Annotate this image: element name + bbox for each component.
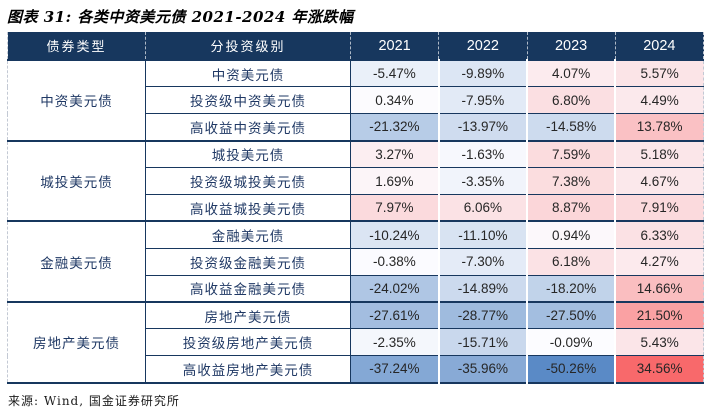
return-value-cell: 14.66%: [615, 274, 704, 303]
return-value-cell: -24.02%: [350, 274, 440, 303]
return-value-cell: -27.61%: [350, 301, 440, 329]
bond-type-cell: 房地产美元债: [7, 301, 146, 383]
return-value-cell: -0.09%: [527, 328, 617, 356]
bond-subtype-cell: 高收益房地产美元债: [145, 355, 351, 383]
return-value-cell: -7.30%: [438, 247, 529, 276]
return-value-cell: 6.80%: [527, 86, 617, 114]
bond-type-cell: 中资美元债: [7, 59, 146, 141]
return-value-cell: -3.35%: [438, 167, 529, 195]
return-value-cell: 7.59%: [527, 139, 617, 168]
table-row: 高收益房地产美元债 -37.24% -35.96% -50.26% 34.56%: [8, 355, 704, 383]
return-value-cell: -35.96%: [438, 355, 529, 383]
return-value-cell: -14.58%: [527, 113, 617, 141]
table-row: 金融美元债 金融美元债 -10.24% -11.10% 0.94% 6.33%: [7, 220, 704, 303]
return-value-cell: -50.26%: [527, 355, 617, 383]
table-row: 高收益城投美元债 7.97% 6.06% 8.87% 7.91%: [8, 193, 704, 222]
bond-subtype-cell: 高收益金融美元债: [145, 274, 351, 303]
column-header-2021: 2021: [350, 32, 440, 60]
returns-table: 债券类型 分投资级别 2021 2022 2023 2024 中资美元债 中资美元债 -5.4…: [7, 32, 704, 384]
return-value-cell: 1.69%: [350, 167, 440, 195]
return-value-cell: -9.89%: [438, 59, 529, 87]
return-value-cell: 6.18%: [527, 247, 617, 276]
bond-subtype-cell: 投资级金融美元债: [145, 247, 351, 276]
bond-subtype-cell: 投资级房地产美元债: [145, 328, 351, 356]
return-value-cell: -7.95%: [438, 86, 529, 114]
table-row: 投资级金融美元债 -0.38% -7.30% 6.18% 4.27%: [8, 247, 704, 276]
return-value-cell: 4.49%: [615, 86, 704, 114]
return-value-cell: 21.50%: [615, 301, 704, 329]
return-value-cell: -18.20%: [527, 274, 617, 303]
bond-subtype-cell: 中资美元债: [145, 59, 351, 87]
bond-subtype-cell: 金融美元债: [145, 220, 351, 249]
table-row: 高收益金融美元债 -24.02% -14.89% -18.20% 14.66%: [8, 274, 704, 303]
bond-subtype-cell: 高收益中资美元债: [145, 113, 351, 141]
table-header: 债券类型 分投资级别 2021 2022 2023 2024: [7, 32, 704, 60]
return-value-cell: -13.97%: [438, 113, 529, 141]
return-value-cell: 34.56%: [615, 355, 704, 383]
table-row: 投资级城投美元债 1.69% -3.35% 7.38% 4.67%: [8, 167, 704, 195]
table-body: 中资美元债 中资美元债 -5.47% -9.89% 4.07% 5.57% 投资级中资美元债…: [7, 59, 704, 383]
bond-subtype-cell: 投资级城投美元债: [145, 167, 351, 195]
table-row: 投资级中资美元债 0.34% -7.95% 6.80% 4.49%: [8, 86, 704, 114]
return-value-cell: 7.97%: [350, 193, 440, 222]
return-value-cell: 5.57%: [615, 59, 704, 87]
column-header-2022: 2022: [438, 32, 528, 60]
table-row: 房地产美元债 房地产美元债 -27.61% -28.77% -27.50% 21.50%: [7, 301, 704, 383]
bond-subtype-cell: 城投美元债: [145, 139, 351, 168]
return-value-cell: -27.50%: [527, 301, 617, 329]
table-row: 城投美元债 城投美元债 3.27% -1.63% 7.59% 5.18%: [7, 139, 704, 222]
return-value-cell: -11.10%: [438, 220, 529, 249]
bond-subtype-cell: 房地产美元债: [145, 301, 351, 329]
return-value-cell: -37.24%: [350, 355, 440, 383]
bond-subtype-cell: 投资级中资美元债: [145, 86, 351, 114]
table-row: 中资美元债 中资美元债 -5.47% -9.89% 4.07% 5.57%: [7, 59, 704, 141]
return-value-cell: 7.91%: [615, 193, 704, 222]
return-value-cell: 4.27%: [615, 247, 704, 276]
return-value-cell: 4.07%: [527, 59, 617, 87]
return-value-cell: -0.38%: [350, 247, 440, 276]
return-value-cell: -14.89%: [438, 274, 529, 303]
header-row: 债券类型 分投资级别 2021 2022 2023 2024: [7, 32, 704, 60]
return-value-cell: -21.32%: [350, 113, 440, 141]
return-value-cell: 0.34%: [350, 86, 440, 114]
return-value-cell: 5.18%: [615, 139, 704, 168]
return-value-cell: 3.27%: [350, 139, 440, 168]
return-value-cell: 8.87%: [527, 193, 617, 222]
return-value-cell: 6.06%: [438, 193, 529, 222]
column-header-bond-type: 债券类型: [7, 32, 146, 60]
return-value-cell: 0.94%: [527, 220, 617, 249]
return-value-cell: 6.33%: [615, 220, 704, 249]
return-value-cell: -15.71%: [438, 328, 529, 356]
return-value-cell: 4.67%: [615, 167, 704, 195]
table-row: 投资级房地产美元债 -2.35% -15.71% -0.09% 5.43%: [8, 328, 704, 356]
return-value-cell: -10.24%: [350, 220, 440, 249]
column-header-2023: 2023: [527, 32, 616, 60]
return-value-cell: -2.35%: [350, 328, 440, 356]
table-row: 高收益中资美元债 -21.32% -13.97% -14.58% 13.78%: [8, 113, 704, 141]
figure-title: 图表 31: 各类中资美元债 2021-2024 年涨跌幅: [7, 8, 354, 26]
return-value-cell: -5.47%: [350, 59, 440, 87]
return-value-cell: 7.38%: [527, 167, 617, 195]
source-note: 来源: Wind, 国金证券研究所: [8, 393, 180, 408]
return-value-cell: 5.43%: [615, 328, 704, 356]
column-header-2024: 2024: [615, 32, 704, 60]
return-value-cell: -28.77%: [438, 301, 529, 329]
return-value-cell: 13.78%: [615, 113, 704, 141]
bond-type-cell: 金融美元债: [7, 220, 146, 303]
bond-type-cell: 城投美元债: [7, 139, 146, 222]
return-value-cell: -1.63%: [438, 139, 529, 168]
column-header-rating-level: 分投资级别: [145, 32, 351, 60]
bond-subtype-cell: 高收益城投美元债: [145, 193, 351, 222]
